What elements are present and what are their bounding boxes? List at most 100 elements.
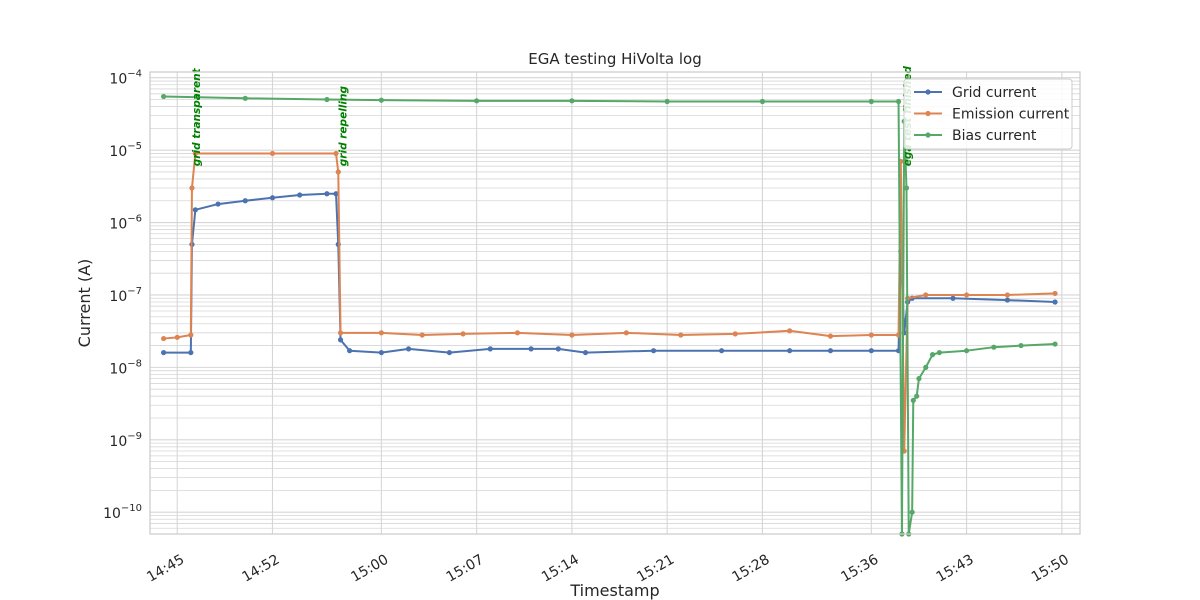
data-point xyxy=(623,330,629,336)
y-tick-label: 10−9 xyxy=(109,431,142,450)
data-point xyxy=(914,393,920,399)
data-point xyxy=(923,364,929,370)
data-point xyxy=(868,332,874,338)
data-point xyxy=(1052,290,1058,297)
data-point xyxy=(1004,292,1011,298)
y-tick-label: 10−8 xyxy=(109,358,142,377)
data-point xyxy=(188,332,194,338)
data-point xyxy=(188,349,194,356)
annotation-label: grid repelling xyxy=(337,86,349,167)
data-point xyxy=(337,337,344,343)
data-point xyxy=(569,332,575,338)
legend-label: Bias current xyxy=(952,128,1037,144)
data-point xyxy=(1004,297,1011,303)
data-point xyxy=(189,185,195,191)
data-point xyxy=(333,191,339,197)
data-point xyxy=(378,349,384,356)
data-point xyxy=(324,96,330,103)
legend-label: Grid current xyxy=(952,85,1037,101)
legend-label: Emission current xyxy=(952,107,1070,123)
legend-marker xyxy=(925,132,931,138)
x-tick-label: 15:07 xyxy=(444,552,487,586)
data-point xyxy=(161,93,167,100)
data-point xyxy=(487,346,493,352)
data-point xyxy=(963,292,970,298)
legend-marker xyxy=(925,110,931,117)
data-point xyxy=(337,330,344,336)
data-point xyxy=(650,348,657,354)
data-point xyxy=(161,335,167,342)
x-tick-label: 15:50 xyxy=(1029,552,1072,586)
y-axis-label: Current (A) xyxy=(75,259,94,348)
series-1 xyxy=(161,150,1058,454)
data-point xyxy=(555,346,561,352)
x-tick-label: 14:52 xyxy=(240,552,283,586)
data-point xyxy=(460,331,466,337)
data-point xyxy=(324,191,330,197)
data-point xyxy=(827,333,834,339)
data-point xyxy=(1018,342,1024,349)
y-tick-label: 10−5 xyxy=(109,141,142,160)
data-point xyxy=(868,348,874,354)
data-point xyxy=(787,348,793,354)
data-point xyxy=(242,95,248,101)
data-point xyxy=(1052,299,1058,305)
data-point xyxy=(242,198,248,204)
data-point xyxy=(446,349,453,356)
y-tick-label: 10−10 xyxy=(103,503,142,522)
data-point xyxy=(215,201,221,207)
data-point xyxy=(419,332,425,338)
annotation-label: grid transparent xyxy=(191,67,203,166)
data-point xyxy=(991,344,997,350)
data-point xyxy=(514,330,521,336)
data-point xyxy=(916,375,922,382)
plot-series xyxy=(161,93,1058,537)
data-point xyxy=(936,349,942,356)
data-point xyxy=(868,98,874,105)
chart-title: EGA testing HiVolta log xyxy=(528,50,702,68)
data-point xyxy=(174,334,180,340)
series-line xyxy=(163,152,1056,453)
data-point xyxy=(269,195,276,201)
x-tick-label: 15:00 xyxy=(348,552,391,586)
x-axis-label: Timestamp xyxy=(569,581,659,600)
data-point xyxy=(827,348,834,354)
x-tick-label: 15:36 xyxy=(838,552,881,586)
x-tick-label: 15:28 xyxy=(729,552,772,586)
data-point xyxy=(910,397,916,403)
plot-frame xyxy=(149,71,1081,535)
data-point xyxy=(929,352,936,358)
legend-box xyxy=(903,78,1073,150)
data-point xyxy=(787,328,793,334)
legend: Grid current Emission current Bias current xyxy=(903,78,1073,150)
data-point xyxy=(678,332,684,338)
data-point xyxy=(895,98,902,105)
legend-marker xyxy=(925,89,931,95)
data-point xyxy=(269,150,276,157)
data-point xyxy=(719,348,725,354)
data-point xyxy=(1052,341,1058,347)
data-point xyxy=(732,331,738,337)
data-point xyxy=(903,185,910,191)
x-tick-label: 14:45 xyxy=(144,552,187,586)
data-point xyxy=(161,349,167,356)
x-tick-label: 15:43 xyxy=(934,552,977,586)
data-point xyxy=(909,509,915,515)
data-point xyxy=(923,292,929,298)
y-tick-label: 10−7 xyxy=(109,286,142,305)
y-tick-label: 10−4 xyxy=(109,69,142,88)
data-point xyxy=(963,348,970,354)
data-point xyxy=(192,150,198,157)
data-point xyxy=(474,98,480,104)
data-point xyxy=(378,97,384,103)
data-point xyxy=(664,98,670,105)
data-point xyxy=(582,349,589,356)
data-point xyxy=(335,169,341,175)
data-point xyxy=(297,192,303,198)
data-point xyxy=(569,98,575,104)
y-axis-ticks: 10−10 10−9 10−8 10−7 10−6 10−5 10−4 xyxy=(103,69,142,522)
data-point xyxy=(192,207,198,213)
data-point xyxy=(378,330,384,336)
